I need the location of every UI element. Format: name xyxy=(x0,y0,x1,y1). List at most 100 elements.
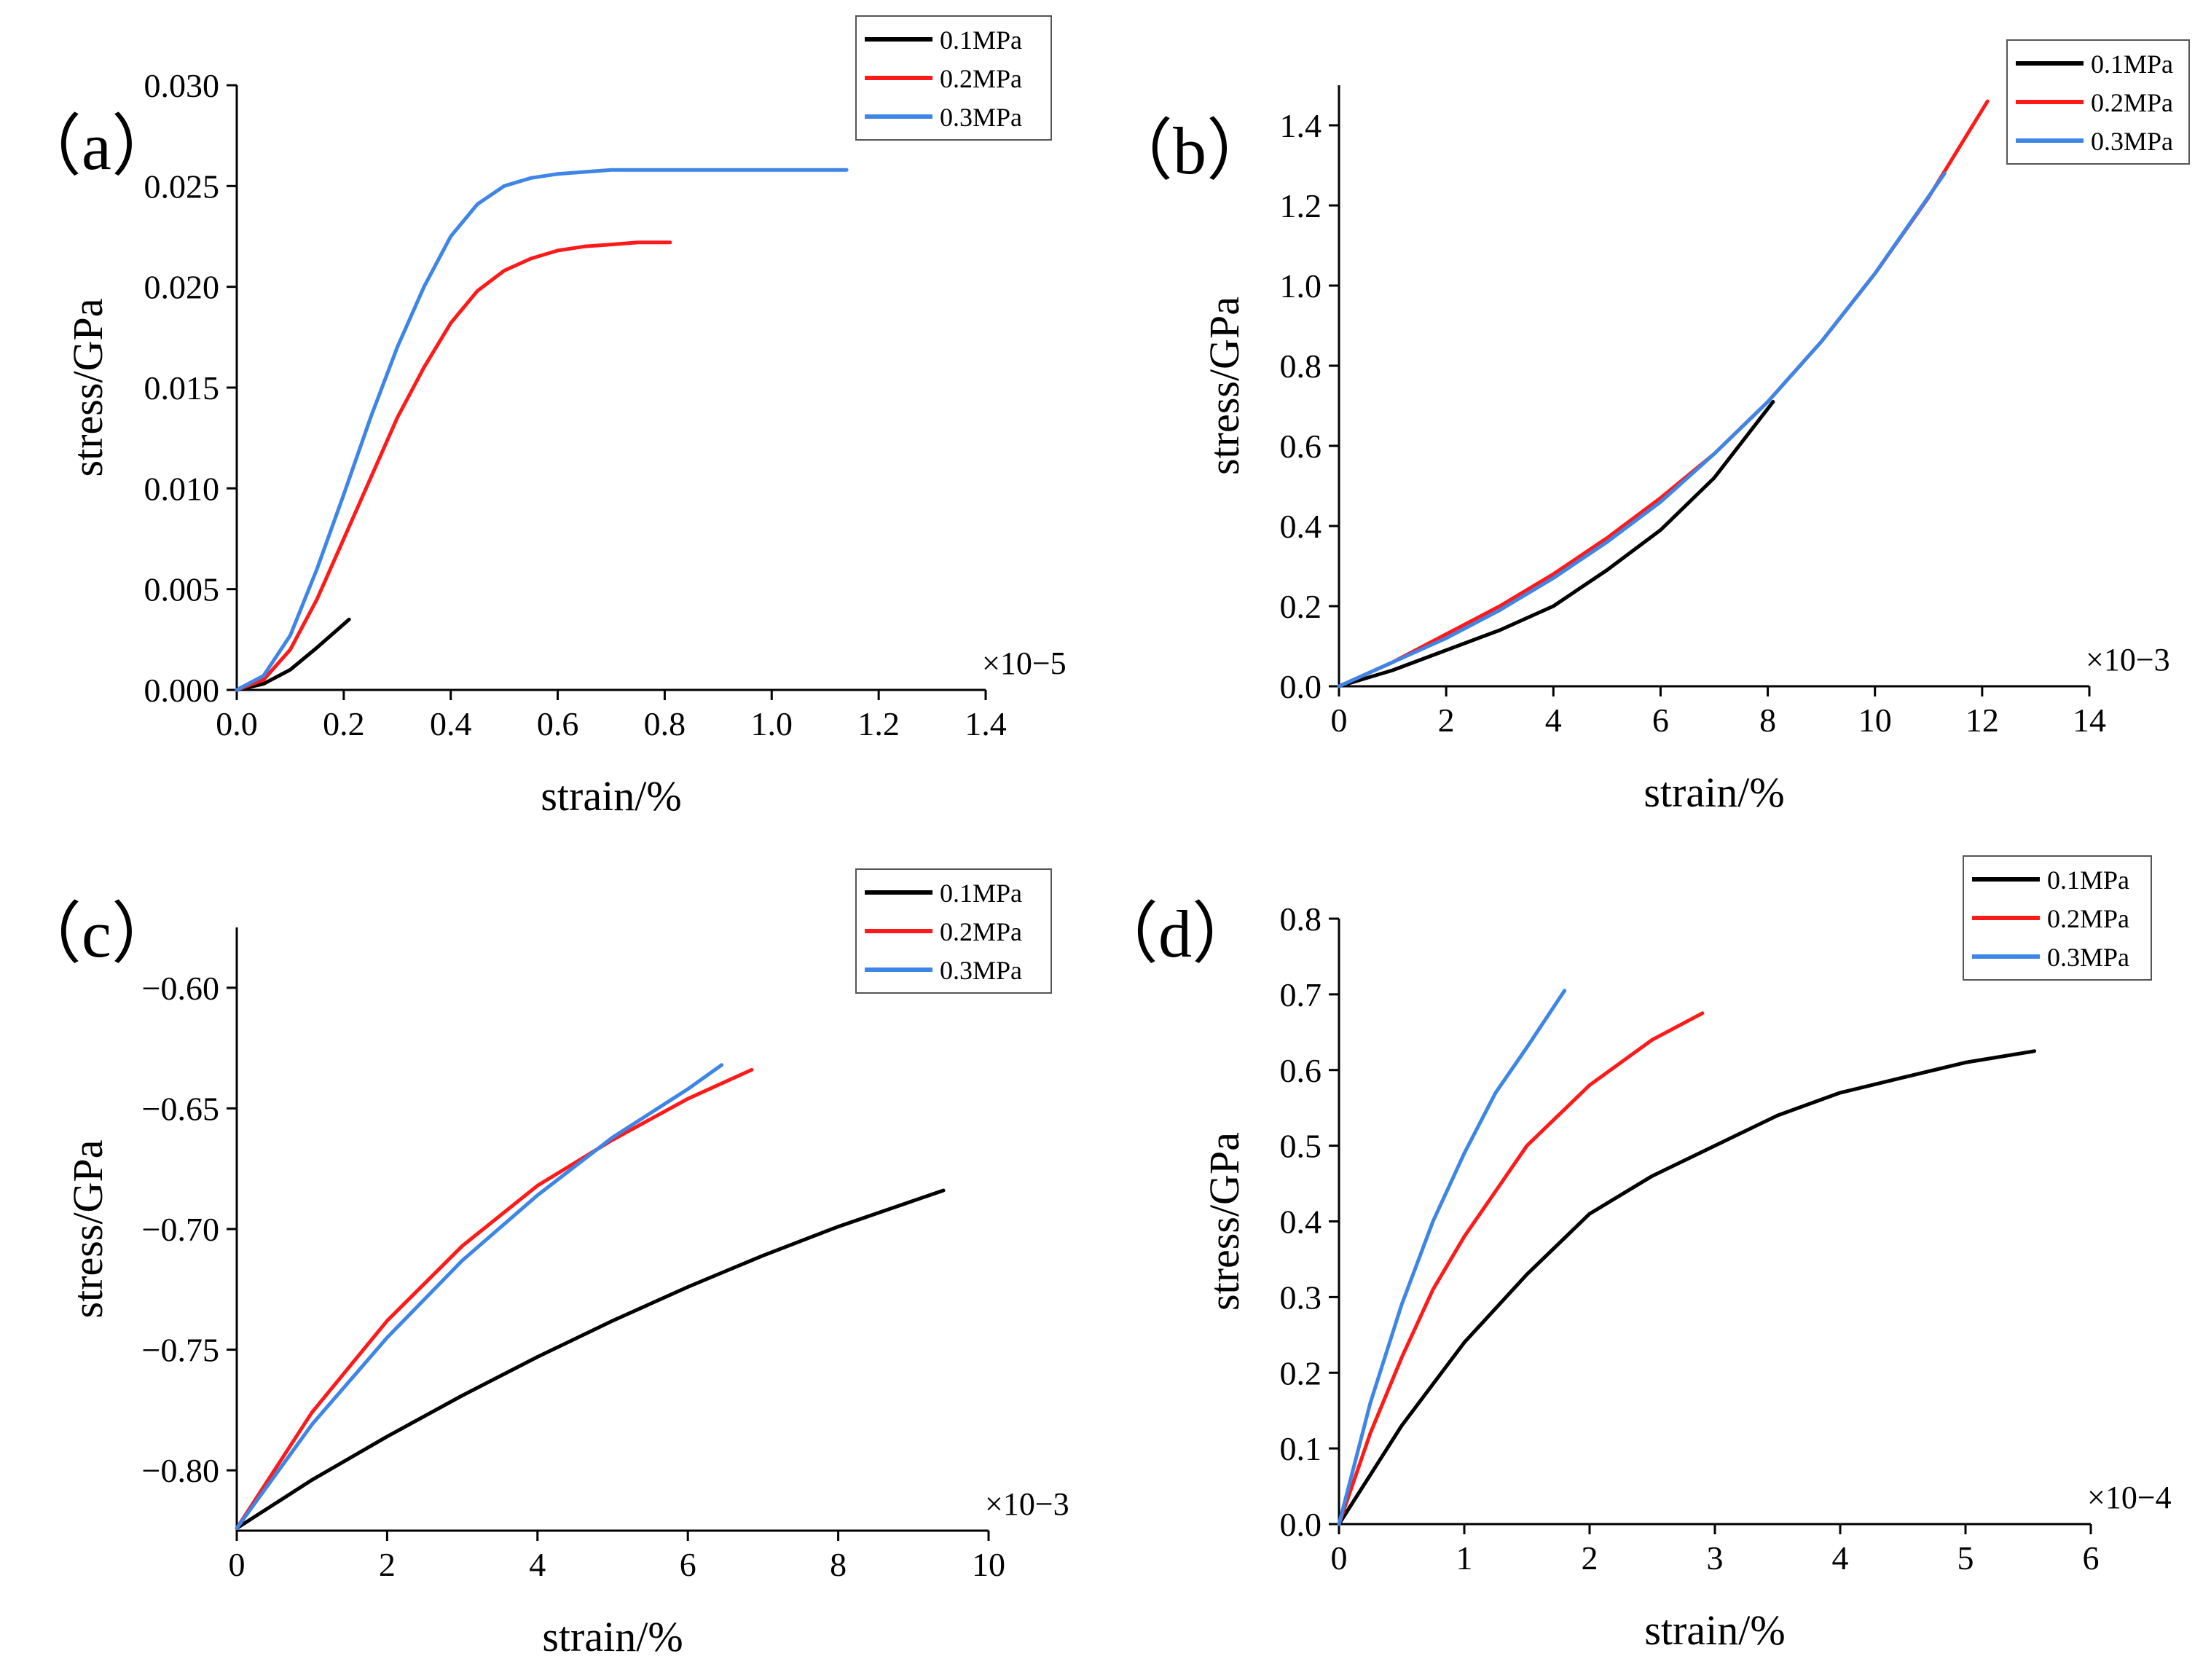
x-tick-label: 0.8 xyxy=(644,705,686,742)
panel-label: （c） xyxy=(15,897,178,971)
panel-b: （b） 0 2 4 6 8 10 12 14 0.0 0.2 0.4 0.6 0.8 1.0 1.2 1.4 ×1… xyxy=(1106,39,2190,816)
y-tick-label: 0.0 xyxy=(1280,1506,1322,1543)
x-tick-label: 6 xyxy=(2083,1539,2100,1577)
series-line-0.2MPa xyxy=(235,1067,754,1531)
y-tick-label: −0.70 xyxy=(142,1211,219,1248)
x-axis-label: strain/% xyxy=(541,772,681,820)
y-tick-label: 0.4 xyxy=(1280,508,1322,545)
y-tick-label: 1.2 xyxy=(1280,187,1322,224)
x-tick-label: 1.2 xyxy=(857,705,900,742)
panel-d: （d） 0 1 2 3 4 5 6 0.0 0.1 0.2 0.3 0.4 0.5 0.6 0.7 0.8 ×10… xyxy=(1091,855,2172,1654)
series-line-0.3MPa xyxy=(235,1063,724,1531)
x-tick-label: 2 xyxy=(1438,702,1455,739)
y-tick-label: 0.000 xyxy=(144,672,220,709)
y-tick-label: 0.010 xyxy=(144,470,220,507)
x-tick-label: 0 xyxy=(229,1546,246,1583)
y-tick-label: −0.75 xyxy=(142,1332,219,1369)
x-tick-label: 10 xyxy=(1858,702,1892,739)
x-tick-label: 0.2 xyxy=(323,705,365,742)
series-line-0.3MPa xyxy=(235,168,849,692)
series-line-0.1MPa xyxy=(1337,1049,2037,1526)
y-tick-label: −0.60 xyxy=(142,970,219,1007)
x-multiplier: ×10−3 xyxy=(985,1486,1069,1522)
x-tick-label: 0 xyxy=(1331,702,1348,739)
series-line-0.2MPa xyxy=(1337,99,1990,688)
legend-label: 0.1MPa xyxy=(2047,865,2129,895)
y-tick-label: 0.005 xyxy=(144,571,220,608)
legend-label: 0.1MPa xyxy=(2091,50,2173,79)
legend-label: 0.3MPa xyxy=(940,103,1022,132)
y-tick-label: 0.7 xyxy=(1280,976,1322,1013)
legend-label: 0.1MPa xyxy=(940,25,1022,55)
y-tick-label: 0.025 xyxy=(144,168,220,205)
y-tick-label: 0.015 xyxy=(144,369,220,407)
legend: 0.1MPa 0.2MPa 0.3MPa xyxy=(855,868,1052,994)
y-tick-label: 0.8 xyxy=(1280,900,1322,938)
x-tick-label: 0.4 xyxy=(430,705,472,742)
legend-label: 0.3MPa xyxy=(2091,127,2173,156)
y-axis-label: stress/GPa xyxy=(1201,1132,1248,1311)
x-tick-label: 8 xyxy=(1759,702,1776,739)
x-tick-label: 4 xyxy=(529,1546,546,1583)
series-line-0.1MPa xyxy=(235,617,351,692)
series-line-0.3MPa xyxy=(1337,989,1567,1526)
x-multiplier: ×10−5 xyxy=(982,645,1067,681)
x-tick-label: 4 xyxy=(1545,702,1562,739)
series-line-0.3MPa xyxy=(1337,171,1947,688)
series-line-0.1MPa xyxy=(1337,400,1775,688)
x-tick-label: 3 xyxy=(1707,1539,1724,1577)
y-tick-label: 0.030 xyxy=(144,67,220,104)
x-multiplier: ×10−4 xyxy=(2087,1480,2172,1515)
x-tick-label: 14 xyxy=(2073,702,2106,739)
legend-label: 0.2MPa xyxy=(940,917,1022,946)
y-tick-label: 0.5 xyxy=(1280,1128,1322,1165)
legend: 0.1MPa 0.2MPa 0.3MPa xyxy=(855,15,1052,141)
x-axis-label: strain/% xyxy=(1643,769,1784,816)
x-tick-label: 2 xyxy=(1582,1539,1598,1577)
legend-label: 0.2MPa xyxy=(2091,88,2173,117)
x-tick-label: 8 xyxy=(830,1546,847,1583)
x-tick-label: 5 xyxy=(1957,1539,1974,1577)
y-tick-label: 0.2 xyxy=(1280,588,1322,625)
x-tick-label: 1.0 xyxy=(751,705,793,742)
x-tick-label: 6 xyxy=(680,1546,696,1583)
x-tick-label: 12 xyxy=(1965,702,1999,739)
legend-label: 0.1MPa xyxy=(940,879,1022,908)
panel-a: （a） 0.0 0.2 0.4 0.6 0.8 1.0 1.2 1.4 0.000 0.005 0.0… xyxy=(15,15,1067,820)
y-tick-label: 0.6 xyxy=(1280,428,1322,465)
legend: 0.1MPa 0.2MPa 0.3MPa xyxy=(2006,39,2190,165)
y-tick-label: −0.80 xyxy=(142,1452,219,1489)
y-tick-label: 0.4 xyxy=(1280,1204,1322,1241)
y-tick-label: 0.0 xyxy=(1280,668,1322,705)
x-tick-label: 10 xyxy=(972,1546,1005,1583)
panel-label: （b） xyxy=(1106,114,1273,188)
x-axis-label: strain/% xyxy=(1644,1606,1785,1654)
x-tick-label: 4 xyxy=(1832,1539,1849,1577)
legend-label: 0.3MPa xyxy=(940,956,1022,985)
x-tick-label: 1 xyxy=(1456,1539,1473,1577)
y-axis-label: stress/GPa xyxy=(1201,297,1248,475)
y-tick-label: 0.3 xyxy=(1280,1279,1322,1316)
y-axis-label: stress/GPa xyxy=(64,299,111,477)
y-tick-label: 1.4 xyxy=(1280,107,1322,144)
x-tick-label: 1.4 xyxy=(965,705,1007,742)
legend: 0.1MPa 0.2MPa 0.3MPa xyxy=(1963,855,2152,981)
x-tick-label: 2 xyxy=(379,1546,396,1583)
legend-label: 0.3MPa xyxy=(2047,943,2129,972)
series-line-0.2MPa xyxy=(1337,1011,1705,1526)
legend-label: 0.2MPa xyxy=(940,64,1022,93)
panel-c: （c） 0 2 4 6 8 10 −0.80 −0.75 −0.70 −0.65 −0.60 ×10−3… xyxy=(15,868,1069,1660)
y-tick-label: 0.6 xyxy=(1280,1052,1322,1089)
series-line-0.2MPa xyxy=(235,240,672,692)
y-tick-label: 0.020 xyxy=(144,269,220,306)
x-multiplier: ×10−3 xyxy=(2086,642,2170,678)
x-tick-label: 6 xyxy=(1652,702,1669,739)
y-tick-label: 1.0 xyxy=(1280,267,1322,305)
y-axis-label: stress/GPa xyxy=(64,1140,111,1319)
x-tick-label: 0.0 xyxy=(216,705,258,742)
series-line-0.1MPa xyxy=(235,1188,946,1531)
y-tick-label: 0.2 xyxy=(1280,1354,1322,1392)
panel-label: （a） xyxy=(15,109,178,184)
legend-label: 0.2MPa xyxy=(2047,904,2129,933)
